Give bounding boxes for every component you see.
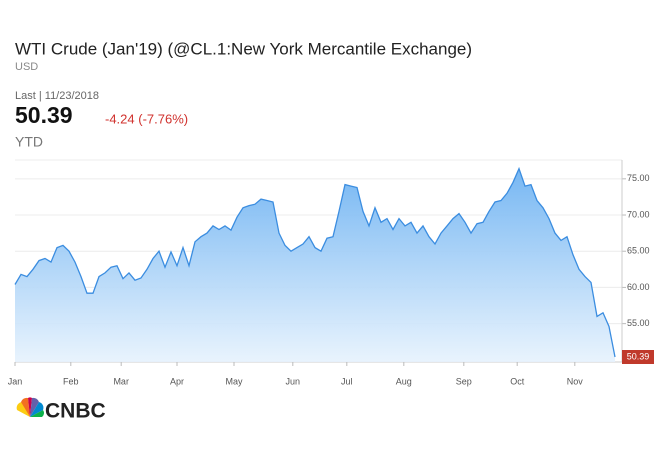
x-tick-label: Jan: [8, 376, 23, 386]
title: WTI Crude (Jan'19) (@CL.1:New York Merca…: [15, 39, 472, 58]
last-value-box: [622, 350, 654, 365]
x-tick-label: May: [225, 376, 243, 386]
logo: CNBC: [16, 397, 106, 423]
period: YTD: [15, 134, 43, 150]
x-tick-label: Sep: [456, 376, 472, 386]
currency: USD: [15, 61, 38, 73]
y-tick-label: 55.00: [627, 318, 650, 328]
area: [15, 168, 615, 362]
x-tick-label: Mar: [113, 376, 129, 386]
y-tick-label: 70.00: [627, 209, 650, 219]
change: -4.24 (-7.76%): [105, 111, 188, 126]
last-value-label: 50.39: [627, 351, 650, 361]
x-tick-label: Nov: [567, 376, 584, 386]
x-tick-label: Aug: [396, 376, 412, 386]
x-tick-label: Apr: [170, 376, 184, 386]
peacock: [16, 397, 44, 417]
y-tick-label: 65.00: [627, 246, 650, 256]
logo-text: CNBC: [45, 400, 106, 423]
last-price: 50.39: [15, 102, 73, 128]
x-tick-label: Oct: [510, 376, 525, 386]
line: [14, 166, 616, 358]
x-tick-label: Jun: [286, 376, 301, 386]
y-tick-label: 60.00: [627, 282, 650, 292]
y-tick-label: 75.00: [627, 173, 650, 183]
last-label: Last | 11/23/2018: [15, 90, 99, 102]
x-tick-label: Jul: [341, 376, 353, 386]
x-tick-label: Feb: [63, 376, 79, 386]
